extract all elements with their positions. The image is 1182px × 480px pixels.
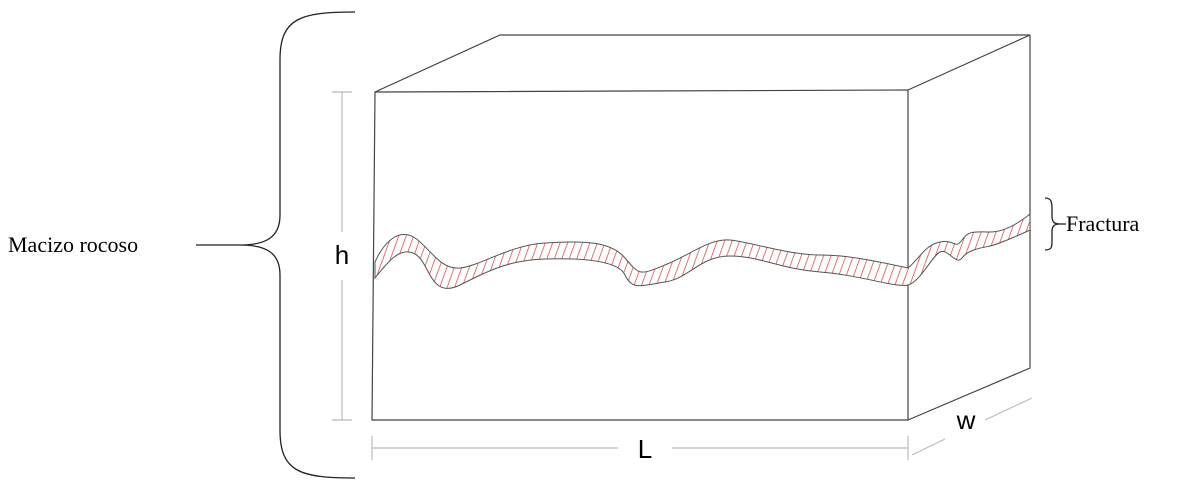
- fracture: [374, 212, 1031, 289]
- rock-block: [371, 34, 1031, 421]
- height-label: h: [335, 240, 349, 270]
- width-dimension: [911, 397, 1033, 456]
- length-label: L: [638, 434, 652, 464]
- fracture-brace: [1044, 197, 1061, 251]
- width-label: w: [956, 405, 976, 435]
- fracture-label: Fractura: [1066, 211, 1140, 236]
- length-dimension: [371, 436, 909, 460]
- rock-mass-label: Macizo rocoso: [8, 232, 138, 257]
- height-dimension: [332, 91, 352, 421]
